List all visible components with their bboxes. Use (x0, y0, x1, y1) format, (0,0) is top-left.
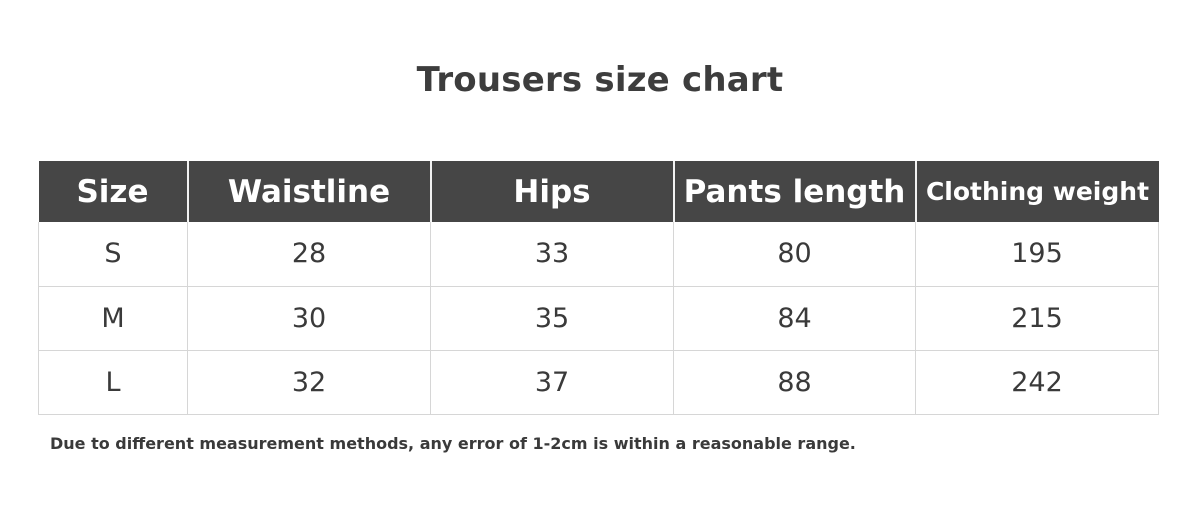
cell-size: S (38, 222, 188, 287)
column-header-size: Size (38, 161, 189, 222)
table-row: S 28 33 80 195 (38, 222, 1159, 287)
cell-hips: 37 (430, 350, 674, 415)
table-row: M 30 35 84 215 (38, 286, 1159, 351)
column-header-hips: Hips (430, 161, 675, 222)
cell-size: M (38, 286, 188, 351)
cell-hips: 33 (430, 222, 674, 287)
cell-pants-length: 84 (673, 286, 916, 351)
cell-waistline: 28 (187, 222, 431, 287)
table-row: L 32 37 88 242 (38, 350, 1159, 415)
table-body: S 28 33 80 195 M 30 35 84 215 L 32 37 88… (38, 222, 1159, 415)
cell-size: L (38, 350, 188, 415)
cell-pants-length: 88 (673, 350, 916, 415)
table-header-row: Size Waistline Hips Pants length Clothin… (38, 161, 1159, 222)
cell-pants-length: 80 (673, 222, 916, 287)
column-header-waistline: Waistline (187, 161, 432, 222)
cell-waistline: 30 (187, 286, 431, 351)
page-title: Trousers size chart (416, 60, 784, 100)
measurement-disclaimer: Due to different measurement methods, an… (50, 434, 856, 453)
table-header: Size Waistline Hips Pants length Clothin… (38, 161, 1159, 222)
column-header-clothing-weight: Clothing weight (915, 161, 1159, 222)
size-chart-table: Size Waistline Hips Pants length Clothin… (38, 161, 1159, 415)
cell-waistline: 32 (187, 350, 431, 415)
cell-hips: 35 (430, 286, 674, 351)
cell-clothing-weight: 195 (915, 222, 1159, 287)
cell-clothing-weight: 215 (915, 286, 1159, 351)
cell-clothing-weight: 242 (915, 350, 1159, 415)
column-header-pants-length: Pants length (673, 161, 917, 222)
